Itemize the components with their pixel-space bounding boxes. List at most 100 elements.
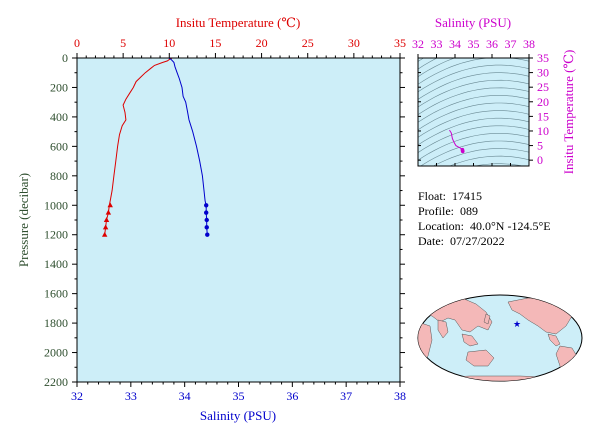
salinity-marker bbox=[205, 232, 210, 237]
pressure-axis: 0 200 400 600 800 1000 1200 1400 1600 1800 2000 220… bbox=[44, 51, 77, 389]
temperature-marker bbox=[103, 217, 110, 222]
ts-temperature-tick-label: 0 bbox=[537, 153, 543, 167]
salinity-tick-label: 37 bbox=[340, 389, 352, 403]
ts-salinity-tick-label: 33 bbox=[431, 37, 443, 51]
density-contour bbox=[418, 79, 529, 108]
profile-series bbox=[101, 57, 210, 237]
density-contour bbox=[418, 110, 529, 138]
info-date-value: 07/27/2022 bbox=[450, 234, 505, 248]
temperature-axis: 0 5 10 15 20 25 30 35 bbox=[74, 36, 406, 58]
pressure-tick-label: 1600 bbox=[44, 287, 68, 301]
pressure-tick-label: 1200 bbox=[44, 228, 68, 242]
pressure-tick-label: 800 bbox=[50, 169, 68, 183]
pressure-tick-label: 2000 bbox=[44, 346, 68, 360]
ts-temperature-tick-label: 20 bbox=[537, 95, 549, 109]
ts-salinity-tick-label: 34 bbox=[449, 37, 461, 51]
salinity-tick-label: 35 bbox=[233, 389, 245, 403]
salinity-marker bbox=[204, 225, 209, 230]
salinity-tick-label: 33 bbox=[125, 389, 137, 403]
land-south-asia bbox=[437, 319, 449, 339]
density-contour bbox=[473, 163, 524, 166]
profile-plot-frame bbox=[76, 57, 401, 383]
ts-salinity-tick-label: 32 bbox=[412, 37, 424, 51]
info-location: Location: 40.0°N -124.5°E bbox=[418, 219, 551, 234]
info-float: Float: 17415 bbox=[418, 189, 482, 204]
temperature-marker bbox=[101, 231, 108, 237]
ts-plot-frame bbox=[417, 57, 530, 167]
temperature-tick-label: 5 bbox=[120, 36, 126, 50]
location-map: ★ bbox=[417, 294, 583, 382]
ts-temperature-tick-label: 35 bbox=[537, 51, 549, 65]
salinity-tick-label: 36 bbox=[286, 389, 298, 403]
salinity-tick-label: 34 bbox=[179, 389, 191, 403]
ts-temperature-tick-label: 25 bbox=[537, 80, 549, 94]
salinity-axis-title: Salinity (PSU) bbox=[200, 408, 276, 423]
info-profile: Profile: 089 bbox=[418, 204, 478, 219]
ts-temperature-tick-label: 30 bbox=[537, 66, 549, 80]
ts-temperature-tick-label: 10 bbox=[537, 124, 549, 138]
density-contour bbox=[418, 72, 529, 100]
temperature-axis-title: Insitu Temperature (℃) bbox=[176, 15, 301, 30]
profile-plot-area bbox=[77, 58, 400, 382]
salinity-marker bbox=[204, 217, 209, 223]
land-australia bbox=[465, 349, 495, 367]
ts-salinity-tick-label: 35 bbox=[468, 37, 480, 51]
ts-temperature-tick-label: 15 bbox=[537, 109, 549, 123]
temperature-tick-label: 15 bbox=[209, 36, 221, 50]
density-contour bbox=[418, 87, 529, 115]
temperature-marker bbox=[107, 202, 113, 208]
info-location-value: 40.0°N -124.5°E bbox=[469, 219, 551, 233]
ts-salinity-tick-label: 38 bbox=[523, 37, 535, 51]
info-profile-value: 089 bbox=[460, 204, 478, 218]
temperature-marker bbox=[105, 209, 112, 215]
salinity-tick-label: 38 bbox=[394, 389, 406, 403]
density-contour bbox=[418, 125, 529, 153]
pressure-tick-label: 400 bbox=[50, 110, 68, 124]
ts-plot-area bbox=[418, 58, 529, 166]
density-contour bbox=[418, 64, 529, 93]
pressure-tick-label: 600 bbox=[50, 139, 68, 153]
temperature-tick-label: 20 bbox=[256, 36, 268, 50]
temperature-tick-label: 30 bbox=[348, 36, 360, 50]
ts-salinity-title: Salinity (PSU) bbox=[435, 15, 511, 30]
density-contour bbox=[418, 133, 529, 161]
float-location-marker: ★ bbox=[513, 319, 521, 329]
pressure-tick-label: 200 bbox=[50, 80, 68, 94]
pressure-axis-right bbox=[400, 57, 405, 383]
land-central-america bbox=[547, 333, 561, 347]
density-contour bbox=[418, 102, 529, 131]
density-contours bbox=[418, 58, 529, 166]
info-profile-label: Profile: bbox=[418, 204, 454, 218]
profile-plot: 0 5 10 15 20 25 30 35 32 33 34 35 36 37 38 0 200 400 600… bbox=[16, 15, 406, 423]
salinity-profile-line bbox=[168, 57, 208, 235]
temperature-tick-label: 0 bbox=[74, 36, 80, 50]
land-antarctica bbox=[418, 375, 582, 381]
info-location-label: Location: bbox=[418, 219, 464, 233]
density-contour bbox=[449, 155, 529, 166]
density-contour bbox=[418, 95, 529, 123]
temperature-marker bbox=[102, 224, 109, 230]
pressure-tick-label: 1400 bbox=[44, 257, 68, 271]
salinity-tick-label: 32 bbox=[71, 389, 83, 403]
density-contour bbox=[418, 58, 456, 77]
ts-series bbox=[449, 129, 465, 154]
salinity-marker bbox=[204, 210, 209, 215]
ts-temperature-tick-label: 5 bbox=[537, 139, 543, 153]
info-date: Date: 07/27/2022 bbox=[418, 234, 505, 249]
temperature-tick-label: 25 bbox=[302, 36, 314, 50]
ts-salinity-tick-label: 37 bbox=[505, 37, 517, 51]
ts-temperature-title: Insitu Temperature (℃) bbox=[561, 50, 576, 175]
temperature-tick-label: 35 bbox=[394, 36, 406, 50]
salinity-marker bbox=[204, 203, 209, 208]
density-contour bbox=[420, 140, 529, 166]
density-contour bbox=[418, 117, 529, 146]
pressure-tick-label: 1800 bbox=[44, 316, 68, 330]
pressure-tick-label: 0 bbox=[62, 51, 68, 65]
temperature-profile-line bbox=[104, 57, 173, 235]
land-japan bbox=[483, 313, 491, 325]
temperature-tick-label: 10 bbox=[163, 36, 175, 50]
ts-salinity-tick-label: 36 bbox=[486, 37, 498, 51]
